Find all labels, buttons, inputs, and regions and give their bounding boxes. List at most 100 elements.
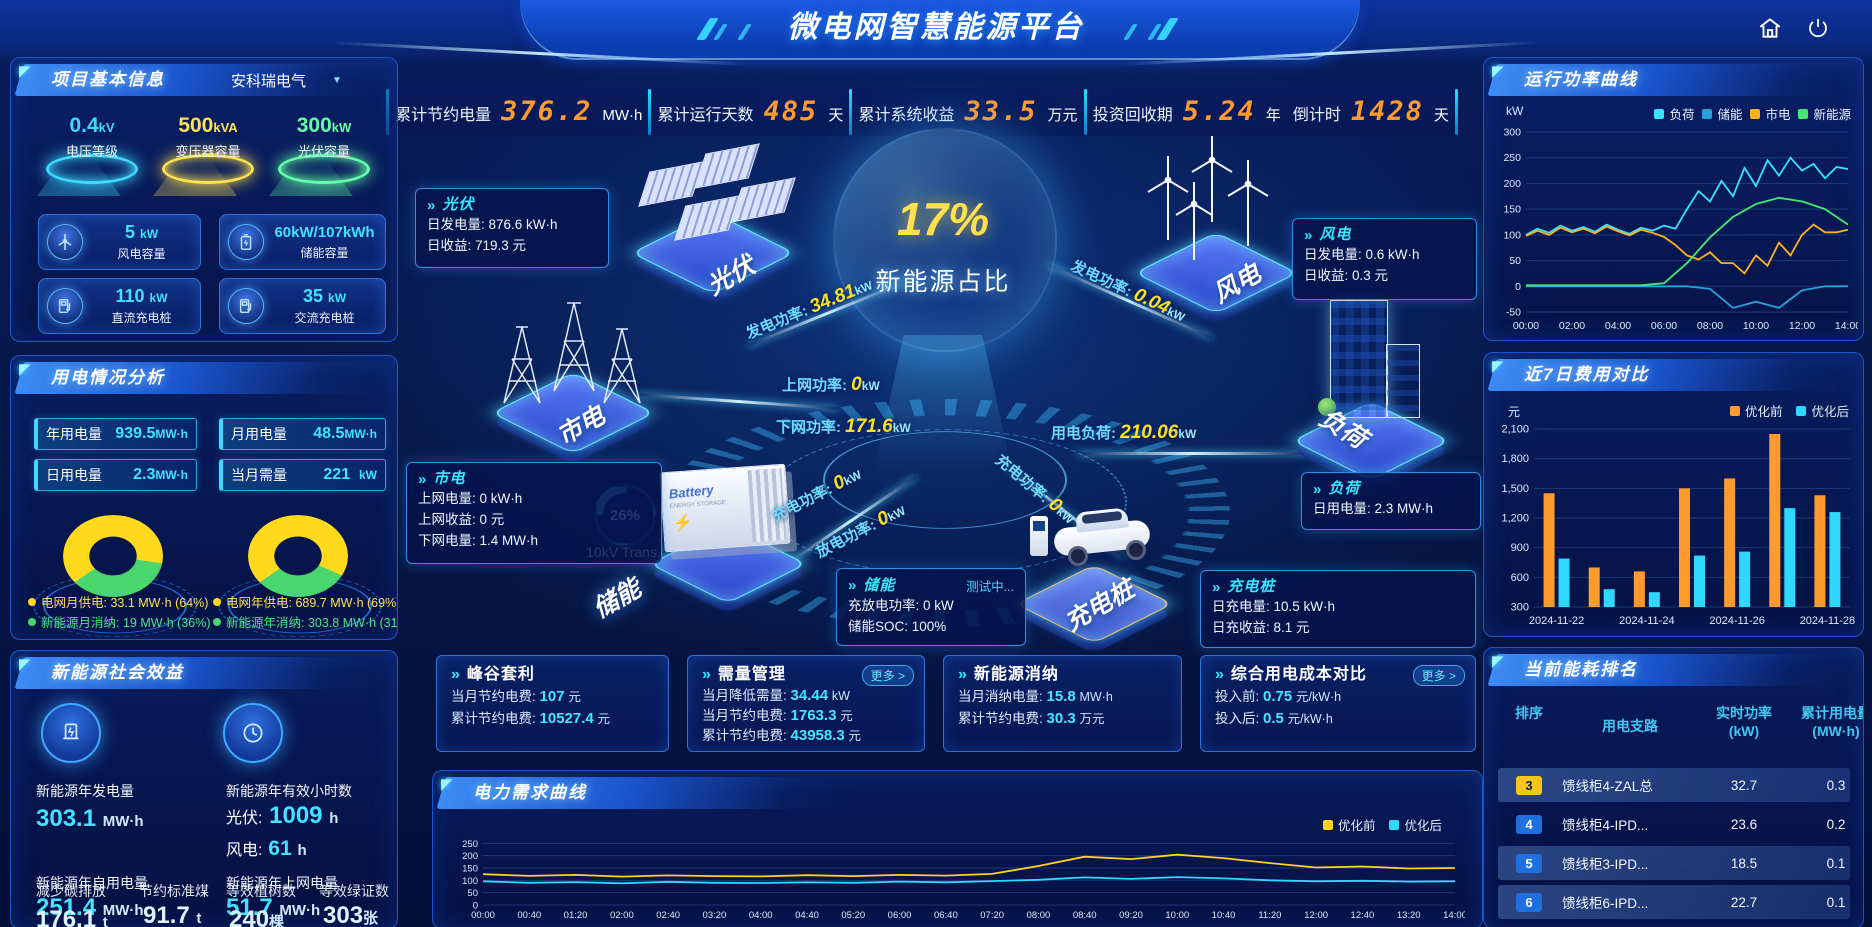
corner-icon: ◤ [1492,63,1504,80]
svg-text:1,800: 1,800 [1501,453,1529,465]
power-cell: 22.7 [1730,894,1758,910]
core-arc-ring [820,115,1066,361]
panel-project-header: ◤ 项目基本信息 安科瑞电气 ▼ [14,63,394,96]
panel-power-header: ◤ 运行功率曲线 [1487,63,1860,96]
renewable-share-value: 17% [896,193,990,245]
storage-capacity-card: 60kW/107kWh 储能容量 [219,214,386,270]
page-title: 微电网智慧能源平台 [787,11,1085,44]
legend-item: 优化前 [1729,401,1782,420]
svg-text:06:00: 06:00 [1651,320,1677,332]
year-usage-stat: 年用电量 939.5MW·h [34,418,197,450]
flow-to-grid: 上网功率: 0kW [782,374,880,395]
company-select[interactable]: 安科瑞电气 ▼ [231,70,381,91]
bar-优化前-2024-11-24 [1633,571,1645,607]
panel-title: 用电情况分析 [51,368,165,387]
benefit-label: 新能源年上网电量 [226,875,338,891]
charger-info-box: » 充电桩 日充电量: 10.5 kW·h 日充收益: 8.1 元 [1200,570,1476,648]
more-button[interactable]: 更多 > [861,665,914,686]
table-header: 排序 用电支路 实时功率 (kW) 累计用电量 (MW·h) [1498,704,1863,748]
card-title: 峰谷套利 [466,666,535,683]
energy-cell: 0.3 [1826,777,1846,793]
svg-text:100: 100 [462,876,478,887]
branch-cell: 馈线柜4-IPD... [1562,818,1649,833]
panel-cost-compare: ◤ 近7日费用对比 元 优化前 优化后 2,100 1,800 1,500 1,200 9… [1483,352,1864,637]
power-towers-icon [490,295,650,440]
panel-title: 电力需求曲线 [473,783,587,802]
solar-panels-icon [638,143,800,268]
svg-text:1,200: 1,200 [1501,513,1529,525]
col-power: 实时功率 (kW) [1716,705,1772,739]
svg-text:02:40: 02:40 [656,910,680,921]
month-demand-stat: 当月需量 221 kW [219,459,386,491]
svg-text:50: 50 [467,888,478,899]
panel-usage-header: ◤ 用电情况分析 [14,361,394,394]
svg-text:0: 0 [473,901,478,912]
chevron-right-icon: » [1313,480,1322,498]
voltage-level-stat: 0.4kV 电压等级 [37,114,147,196]
bar-优化后-2024-11-22 [1558,558,1570,607]
legend-item: 市电 [1750,104,1790,123]
table-row[interactable]: 6 馈线柜6-IPD... 22.7 0.1 [1498,885,1850,919]
table-row[interactable]: 3 馈线柜4-ZAL总 32.7 0.3 [1498,768,1850,802]
table-row[interactable]: 4 馈线柜4-IPD... 23.6 0.2 [1498,807,1850,841]
pv-capacity-stat: 300kW 光伏容量 [269,114,379,196]
header-decor-right [1123,18,1179,45]
ranking-rows: 3 馈线柜4-ZAL总 32.7 0.3 4 馈线柜4-IPD... 23.6 0.2 5 馈线柜… [1498,768,1850,924]
dot-icon [213,617,221,626]
benefit-label: 减少碳排放 [36,883,106,899]
renewable-consumption-card: » 新能源消纳 当月消纳电量: 15.8 MW·h 累计节约电费: 30.3 万元 [943,655,1182,752]
col-rank: 排序 [1515,705,1543,721]
svg-text:06:40: 06:40 [934,910,958,921]
benefit-value: 51.7 MW·h [226,894,321,921]
bar-优化前-2024-11-27 [1769,433,1781,607]
kpi-payback: 投资回收期 5.24 年 [1092,96,1281,127]
table-row[interactable]: 5 馈线柜3-IPD... 18.5 0.1 [1498,846,1850,880]
svg-text:01:20: 01:20 [564,910,588,921]
rank-badge: 6 [1516,892,1542,912]
svg-text:2024-11-22: 2024-11-22 [1529,615,1584,627]
chevron-right-icon: » [702,666,712,683]
dot-icon [28,617,36,626]
svg-text:0: 0 [1515,281,1521,293]
svg-text:150: 150 [462,864,478,875]
col-branch: 用电支路 [1602,718,1658,734]
svg-text:150: 150 [1503,204,1521,216]
svg-text:200: 200 [1503,178,1521,190]
benefit-value: 91.7 t [143,902,202,927]
svg-text:300: 300 [1511,602,1529,614]
bar-优化前-2024-11-28 [1814,495,1826,607]
panel-title: 近7日费用对比 [1524,365,1650,384]
year-supply-donut-chart [248,515,348,597]
home-icon [1757,15,1783,46]
decor [162,154,254,184]
svg-text:14:00: 14:00 [1443,910,1465,921]
box-title: 市电 [433,470,466,487]
power-button[interactable] [1800,12,1836,48]
svg-text:50: 50 [1509,255,1521,267]
power-icon [1806,16,1830,45]
kpi-saved-energy: 累计节约电量 376.2 MW·h [395,96,643,127]
cost-legend: 优化前 优化后 [1729,401,1849,420]
bar-优化前-2024-11-22 [1543,493,1555,607]
series-优化前 [482,853,1456,878]
bar-优化后-2024-11-23 [1603,589,1615,607]
decor [278,154,370,184]
pv-info-box: » 光伏 日发电量: 876.6 kW·h 日收益: 719.3 元 [415,188,609,268]
svg-text:2024-11-24: 2024-11-24 [1619,615,1674,627]
series-储能 [1526,285,1848,309]
home-button[interactable] [1752,12,1788,48]
corner-icon: ◤ [19,361,31,378]
corner-icon: ◤ [1492,358,1504,375]
chevron-right-icon: » [1304,226,1313,244]
energy-cell: 0.1 [1826,894,1846,910]
benefit-value: 251.4 MW·h [36,894,144,921]
more-button[interactable]: 更多 > [1412,665,1465,686]
svg-text:04:00: 04:00 [749,910,773,921]
generation-icon [41,703,101,763]
power-legend: 负荷 储能 市电 新能源 [1654,104,1851,123]
legend-item: 电网月供电: 33.1 MW·h (64%) [28,592,208,611]
bar-优化前-2024-11-25 [1679,488,1690,607]
panel-benefit-header: ◤ 新能源社会效益 [14,656,394,689]
